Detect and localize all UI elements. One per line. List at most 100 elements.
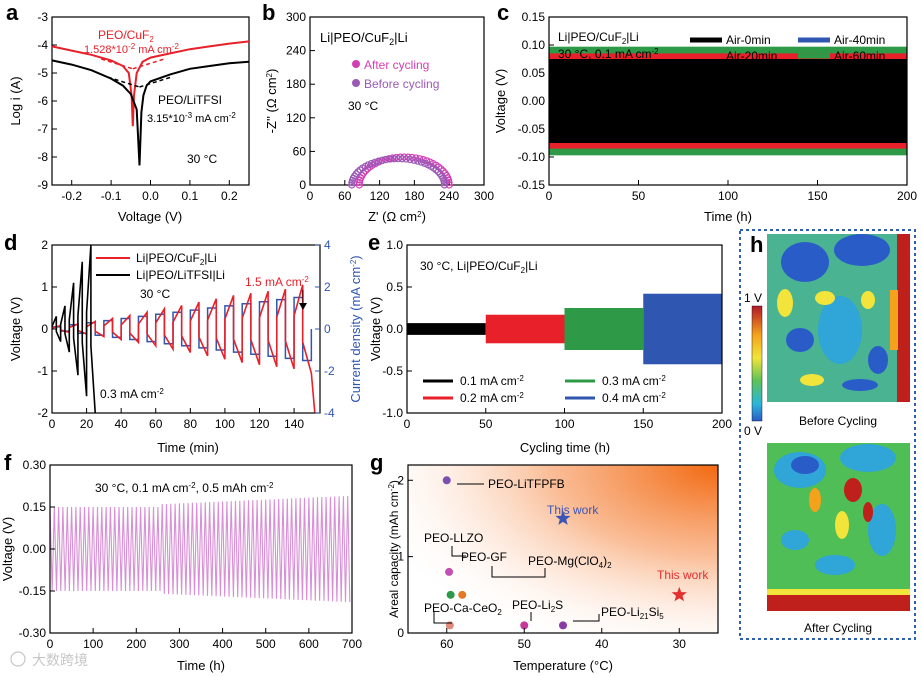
panel-e-legend-label-1: 0.3 mA cm-2	[602, 374, 666, 388]
panel-f-ylabel: Voltage (V)	[0, 517, 15, 581]
y-tick-label: 0.00	[23, 542, 47, 556]
panel-g-label-liTFPFB: PEO-LiTFPFB	[488, 477, 565, 491]
comparison-star	[555, 510, 571, 525]
panel-h-after-map	[767, 443, 910, 611]
panel-b-xlabel: Z' (Ω cm2)	[368, 209, 426, 224]
nyquist-point-purple	[374, 157, 383, 165]
y-tick-label: -3	[37, 10, 48, 24]
x-tick-label: 100	[718, 189, 738, 203]
panel-letter-f: f	[4, 450, 12, 475]
panel-f-voltage-trace	[50, 495, 351, 603]
watermark-icon	[10, 651, 26, 667]
nyquist-point-purple	[382, 155, 390, 164]
panel-letter-d: d	[4, 230, 17, 255]
x-tick-label: 400	[213, 637, 233, 651]
panel-a-ylabel: Log i (A)	[8, 76, 23, 125]
panel-b-points	[348, 153, 453, 189]
x-tick-label: 0	[404, 417, 411, 431]
nyquist-point-purple	[386, 155, 394, 163]
nyquist-point-purple	[440, 181, 449, 189]
y-tick-label: 0	[397, 626, 404, 640]
y-tick-label: 0.5	[386, 280, 403, 294]
y-tick-label: -5	[37, 66, 48, 80]
nyquist-point-purple	[440, 179, 448, 187]
panel-g-xlabel: Temperature (°C)	[513, 658, 613, 673]
x-tick-label: 700	[342, 637, 362, 651]
panel-f-xlabel: Time (h)	[177, 658, 225, 673]
y-tick-label: -8	[37, 150, 48, 164]
panel-e-legend-label-2: 0.2 mA cm-2	[460, 391, 524, 405]
y-tick-label: -1	[37, 364, 48, 378]
panel-a-black-label: PEO/LiTFSI	[158, 93, 222, 107]
panel-h-label-before: Before Cycling	[799, 414, 877, 428]
panel-a-axes: -0.2 -0.1 0.0 0.1 0.2 -9 -8 -7 -6 -5 -4 -3	[37, 10, 238, 203]
comparison-star	[671, 586, 687, 602]
comparison-point	[442, 476, 451, 485]
panel-c-title-line1: Li|PEO/CuF2|Li	[558, 30, 639, 46]
panel-c-voltage-bands	[549, 46, 907, 156]
panel-f-title: 30 °C, 0.1 mA cm-2, 0.5 mAh cm-2	[95, 481, 274, 495]
x-tick-label: 0.2	[221, 189, 238, 203]
nyquist-point-purple	[432, 166, 440, 174]
panel-e-title: 30 °C, Li|PEO/CuF2|Li	[420, 259, 538, 275]
x-tick-label: 100	[83, 637, 103, 651]
tafel-curve-black	[51, 59, 250, 166]
comparison-point	[559, 621, 567, 630]
panel-c-xlabel: Time (h)	[704, 209, 752, 224]
x-tick-label: 60	[440, 637, 454, 651]
x-tick-label: 50	[479, 417, 493, 431]
y-tick-label: -0.30	[19, 626, 47, 640]
panel-e-step-current-plot: 0 50 100 150 200 -1.0 -0.5 0.0 0.5 1.0 30 °C, Li|…	[368, 238, 732, 455]
panel-d-high-current-label: 1.5 mA cm-2	[245, 275, 309, 289]
x-tick-label: 30	[673, 637, 687, 651]
y-tick-label: 1	[41, 280, 48, 294]
x-tick-label: 0	[47, 637, 54, 651]
comparison-point	[458, 590, 467, 599]
x-tick-label: 100	[215, 417, 235, 431]
panel-b-nyquist-plot: 0 60 120 180 240 300 0 60 120 180 240 300 Li|PEO/Cu…	[264, 10, 494, 224]
comparison-point	[446, 590, 455, 599]
panel-g-label-this-work-red: This work	[657, 568, 709, 582]
panel-letter-a: a	[6, 0, 19, 25]
panel-g-gradient-background	[408, 465, 718, 633]
x-tick-label: 120	[249, 417, 269, 431]
panel-d-legend-label-0: Li|PEO/CuF2|Li	[136, 251, 217, 267]
panel-letter-h: h	[750, 232, 763, 257]
y-tick-label: 60	[293, 144, 307, 158]
panel-letter-b: b	[262, 0, 275, 25]
x-tick-label: 100	[554, 417, 574, 431]
panel-a-black-value: 3.15*10-3 mA cm-2	[147, 111, 236, 125]
panel-g-label-li2s: PEO-Li2S	[512, 598, 563, 614]
panel-d-temp: 30 °C	[140, 287, 170, 301]
x-tick-label: 240	[439, 189, 459, 203]
panel-g-points	[442, 476, 687, 630]
x-tick-label: 50	[632, 189, 646, 203]
panel-c-axes: 0 50 100 150 200 -0.15 -0.10 -0.05 0.00 0.05 0.10 0…	[518, 10, 918, 203]
y2-tick-label: -4	[324, 406, 335, 420]
panel-g-ylabel: Areal capacity (mAh cm-2)	[387, 480, 401, 618]
nyquist-point-purple	[354, 168, 362, 176]
panel-f-axes: 0 100 200 300 400 500 600 700 -0.30 -0.15 0.00 0.15…	[19, 458, 363, 651]
panel-e-xlabel: Cycling time (h)	[520, 440, 610, 455]
y-tick-label: 0.05	[522, 66, 546, 80]
panel-d-low-current-label: 0.3 mA cm-2	[100, 387, 164, 401]
panel-g-label-llzo: PEO-LLZO	[424, 531, 483, 545]
y-tick-label: 300	[286, 10, 306, 24]
panel-c-air-stability-plot: 0 50 100 150 200 -0.15 -0.10 -0.05 0.00 0.05 0.10 0…	[493, 10, 917, 224]
panel-a-red-label: PEO/CuF2	[98, 28, 154, 44]
panel-letters: a b c d e f g h	[4, 0, 763, 475]
x-tick-label: 200	[712, 417, 732, 431]
panel-c-legend-label-1: Air-40min	[834, 33, 885, 47]
y-tick-label: 1	[397, 550, 404, 564]
y2-tick-label: 4	[324, 238, 331, 252]
panel-e-ylabel: Voltage (V)	[368, 297, 383, 361]
panel-c-legend-label-0: Air-0min	[726, 33, 771, 47]
panel-h-potential-maps: 1 V 0 V Before Cycling After Cycling	[739, 229, 916, 640]
panel-g-comparison-plot: 60 50 40 30 0 1 2 PEO-LiTFPFB This work PEO-LL…	[387, 464, 719, 673]
x-tick-label: -0.2	[61, 189, 82, 203]
y-tick-label: 180	[286, 77, 306, 91]
y2-tick-label: -2	[324, 364, 335, 378]
y-tick-label: 2	[397, 473, 404, 487]
panel-e-legend: 0.1 mA cm-2 0.3 mA cm-2 0.2 mA cm-2 0.4 …	[423, 374, 666, 405]
x-tick-label: 0	[546, 189, 553, 203]
